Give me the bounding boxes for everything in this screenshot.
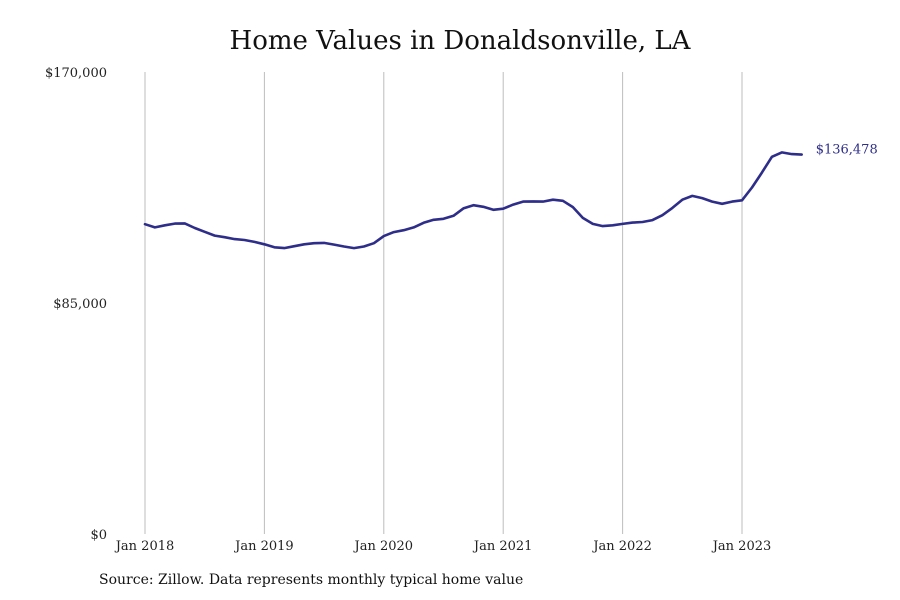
x-axis-ticks: Jan 2018 Jan 2019 Jan 2020 Jan 2021 Jan 2022…: [114, 539, 772, 554]
y-tick-label: $170,000: [45, 66, 107, 81]
x-tick-label: Jan 2023: [711, 539, 772, 554]
end-value-label: $136,478: [816, 143, 878, 158]
series-line: [143, 151, 804, 250]
chart-title: Home Values in Donaldsonville, LA: [229, 26, 691, 56]
y-axis-ticks: $0 $85,000 $170,000: [45, 66, 107, 543]
gridlines: [144, 72, 743, 534]
series-layer: [143, 151, 804, 250]
x-tick-label: Jan 2021: [472, 539, 533, 554]
x-tick-label: Jan 2022: [591, 539, 652, 554]
source-note: Source: Zillow. Data represents monthly …: [99, 572, 524, 588]
x-tick-label: Jan 2018: [114, 539, 175, 554]
x-tick-label: Jan 2019: [233, 539, 294, 554]
y-tick-label: $85,000: [53, 297, 107, 312]
y-tick-label: $0: [90, 528, 107, 543]
x-tick-label: Jan 2020: [353, 539, 414, 554]
